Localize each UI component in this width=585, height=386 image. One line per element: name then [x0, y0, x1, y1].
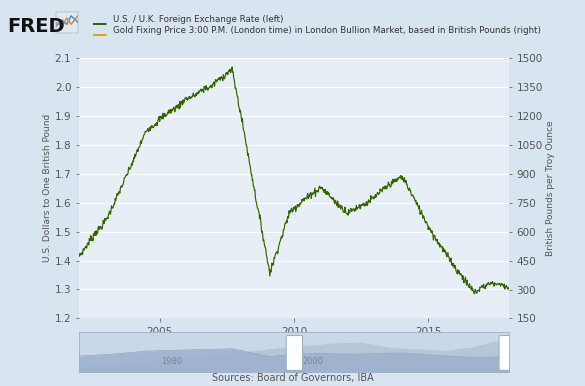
Text: 1980: 1980 — [161, 357, 182, 366]
Y-axis label: U.S. Dollars to One British Pound: U.S. Dollars to One British Pound — [43, 114, 52, 262]
Text: 2000: 2000 — [302, 357, 324, 366]
Text: U.S. / U.K. Foreign Exchange Rate (left): U.S. / U.K. Foreign Exchange Rate (left) — [113, 15, 283, 24]
Text: —: — — [91, 27, 106, 42]
Y-axis label: British Pounds per Troy Ounce: British Pounds per Troy Ounce — [546, 120, 555, 256]
Text: Gold Fixing Price 3:00 P.M. (London time) in London Bullion Market, based in Bri: Gold Fixing Price 3:00 P.M. (London time… — [113, 26, 541, 35]
Text: FRED: FRED — [7, 17, 65, 36]
Text: Sources: Board of Governors, IBA: Sources: Board of Governors, IBA — [212, 373, 373, 383]
Text: —: — — [91, 16, 106, 31]
FancyBboxPatch shape — [499, 335, 515, 370]
FancyBboxPatch shape — [286, 335, 302, 370]
